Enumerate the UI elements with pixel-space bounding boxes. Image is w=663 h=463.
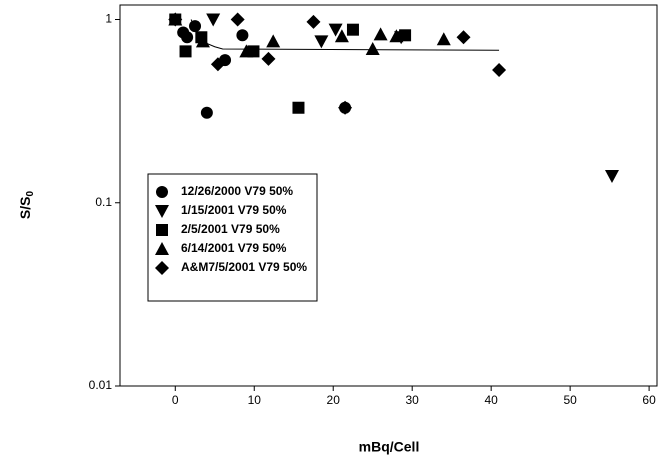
x-tick-label: 10 <box>248 393 262 407</box>
legend-marker <box>155 261 169 275</box>
y-tick-label: 0.1 <box>95 195 112 209</box>
data-point <box>261 51 276 66</box>
data-point <box>456 30 471 45</box>
y-label-subscript: 0 <box>25 190 36 196</box>
data-point <box>230 12 245 27</box>
data-point <box>306 14 321 29</box>
data-point <box>236 29 249 42</box>
x-tick-label: 40 <box>484 393 498 407</box>
data-point <box>328 23 343 37</box>
x-tick-label: 20 <box>327 393 341 407</box>
data-point <box>314 35 329 49</box>
y-tick-label: 0.01 <box>89 378 113 392</box>
data-point <box>179 45 192 58</box>
legend-label: 2/5/2001 V79 50% <box>181 222 280 236</box>
data-point <box>168 12 183 27</box>
legend-label: 6/14/2001 V79 50% <box>181 241 287 255</box>
y-tick-label: 1 <box>105 12 112 26</box>
data-point <box>189 20 202 33</box>
data-point <box>239 44 254 58</box>
data-point <box>604 169 619 183</box>
legend-label: 12/26/2000 V79 50% <box>181 184 293 198</box>
data-point <box>389 29 404 43</box>
data-point <box>210 57 225 72</box>
data-point <box>373 27 388 41</box>
legend-marker <box>156 224 168 236</box>
data-point <box>200 106 213 119</box>
legend: 12/26/2000 V79 50% 1/15/2001 V79 50% 2/5/2… <box>147 173 318 302</box>
data-point <box>365 42 380 56</box>
legend-marker <box>155 242 169 255</box>
data-point <box>292 101 305 114</box>
x-axis-label: mBq/Cell <box>359 439 420 455</box>
data-point <box>206 13 221 27</box>
legend-box <box>147 173 318 302</box>
data-point <box>436 32 451 46</box>
data-point <box>195 34 210 48</box>
data-point <box>338 100 353 115</box>
x-tick-label: 60 <box>642 393 656 407</box>
x-tick-label: 30 <box>406 393 420 407</box>
data-point <box>399 29 412 42</box>
plot-frame <box>119 4 658 387</box>
x-tick-label: 0 <box>172 393 179 407</box>
legend-marker <box>156 186 168 198</box>
legend-label: A&M7/5/2001 V79 50% <box>181 260 307 274</box>
data-point <box>492 63 507 78</box>
data-point <box>181 31 194 44</box>
x-tick-label: 50 <box>563 393 577 407</box>
legend-label: 1/15/2001 V79 50% <box>181 203 287 217</box>
y-axis-label: S/S0 <box>17 190 36 219</box>
y-label-main: S/S <box>17 196 33 219</box>
data-point <box>266 34 281 48</box>
legend-marker <box>155 205 169 218</box>
data-point <box>346 23 359 36</box>
data-point <box>334 29 349 43</box>
